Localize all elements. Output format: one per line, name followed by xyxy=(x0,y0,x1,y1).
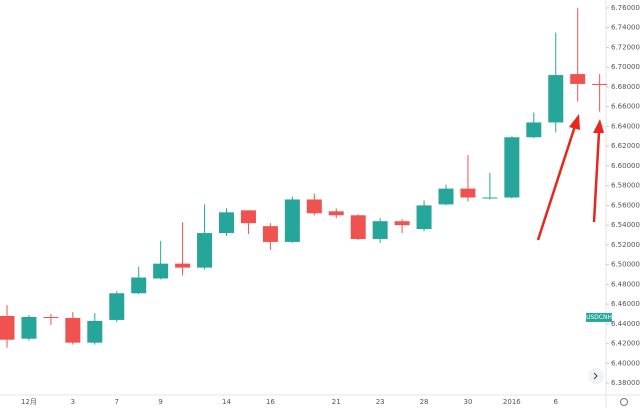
arrow xyxy=(536,125,577,241)
y-tick-label: 6.58000 xyxy=(611,182,640,190)
y-tick-label: 6.42000 xyxy=(611,340,640,348)
y-tick-label: 6.44000 xyxy=(611,320,640,328)
x-tick-label: 28 xyxy=(420,398,429,406)
y-tick-label: 6.60000 xyxy=(611,162,640,170)
scroll-icon xyxy=(593,372,598,380)
candle-body xyxy=(548,75,564,123)
candle-body xyxy=(570,74,586,84)
y-tick-label: 6.50000 xyxy=(611,261,640,269)
x-tick-label: 6 xyxy=(554,398,559,406)
candle-body xyxy=(284,199,300,242)
candle-body xyxy=(0,316,15,340)
y-tick-label: 6.66000 xyxy=(611,103,640,111)
x-tick-label: 23 xyxy=(376,398,385,406)
candle-body xyxy=(131,277,147,294)
y-tick-label: 6.54000 xyxy=(611,221,640,229)
candle-body xyxy=(175,263,191,268)
candle-body xyxy=(438,188,454,205)
plot xyxy=(0,7,608,348)
y-tick-label: 6.72000 xyxy=(611,43,640,51)
arrow-head xyxy=(593,119,604,133)
y-tick-label: 6.46000 xyxy=(611,300,640,308)
x-tick-label: 7 xyxy=(115,398,119,406)
candle-body xyxy=(482,197,498,199)
arrow-head xyxy=(569,114,580,130)
x-tick-label: 2016 xyxy=(503,398,521,406)
candle-body xyxy=(219,212,234,234)
x-tick-label: 3 xyxy=(71,398,75,406)
candle-body xyxy=(306,199,322,214)
x-tick-label: 16 xyxy=(266,398,275,406)
symbol-badge xyxy=(586,312,612,322)
y-tick-label: 6.74000 xyxy=(611,24,640,32)
y-tick-label: 6.62000 xyxy=(611,142,640,150)
y-tick-label: 6.76000 xyxy=(611,4,640,12)
x-tick-label: 12月 xyxy=(21,398,37,406)
candle-body xyxy=(109,293,125,320)
y-tick-label: 6.48000 xyxy=(611,280,640,288)
candle-body xyxy=(240,210,256,224)
candle-body xyxy=(87,320,103,343)
candle-body xyxy=(526,122,542,138)
scroll-button[interactable] xyxy=(588,368,604,384)
candle-body xyxy=(328,211,344,216)
y-tick-label: 6.68000 xyxy=(611,83,640,91)
candle-body xyxy=(460,188,476,198)
y-tick-label: 6.64000 xyxy=(611,122,640,130)
annotation-arrows xyxy=(536,114,604,241)
symbol-label: USDCNH xyxy=(586,314,612,321)
y-tick-label: 6.52000 xyxy=(611,241,640,249)
y-tick-label: 6.56000 xyxy=(611,201,640,209)
y-tick-label: 6.40000 xyxy=(611,359,640,367)
x-tick-label: 21 xyxy=(332,398,341,406)
candle-body xyxy=(21,316,37,339)
candle-body xyxy=(372,221,388,239)
candle-body xyxy=(592,83,608,85)
candle-body xyxy=(350,215,366,239)
candle-body xyxy=(262,226,278,242)
candle-body xyxy=(394,221,410,226)
settings-icon[interactable] xyxy=(620,398,628,406)
x-tick-label: 14 xyxy=(222,398,231,406)
candle-body xyxy=(43,316,59,318)
candle-body xyxy=(504,137,520,198)
y-tick-label: 6.70000 xyxy=(611,63,640,71)
x-tick-label: 9 xyxy=(158,398,162,406)
x-tick-label: 30 xyxy=(463,398,472,406)
candle-body xyxy=(65,317,81,343)
y-tick-label: 6.38000 xyxy=(611,379,640,387)
candle-body xyxy=(416,205,432,230)
arrow xyxy=(592,131,601,223)
candle-body xyxy=(153,263,169,279)
candle-body xyxy=(197,233,213,268)
